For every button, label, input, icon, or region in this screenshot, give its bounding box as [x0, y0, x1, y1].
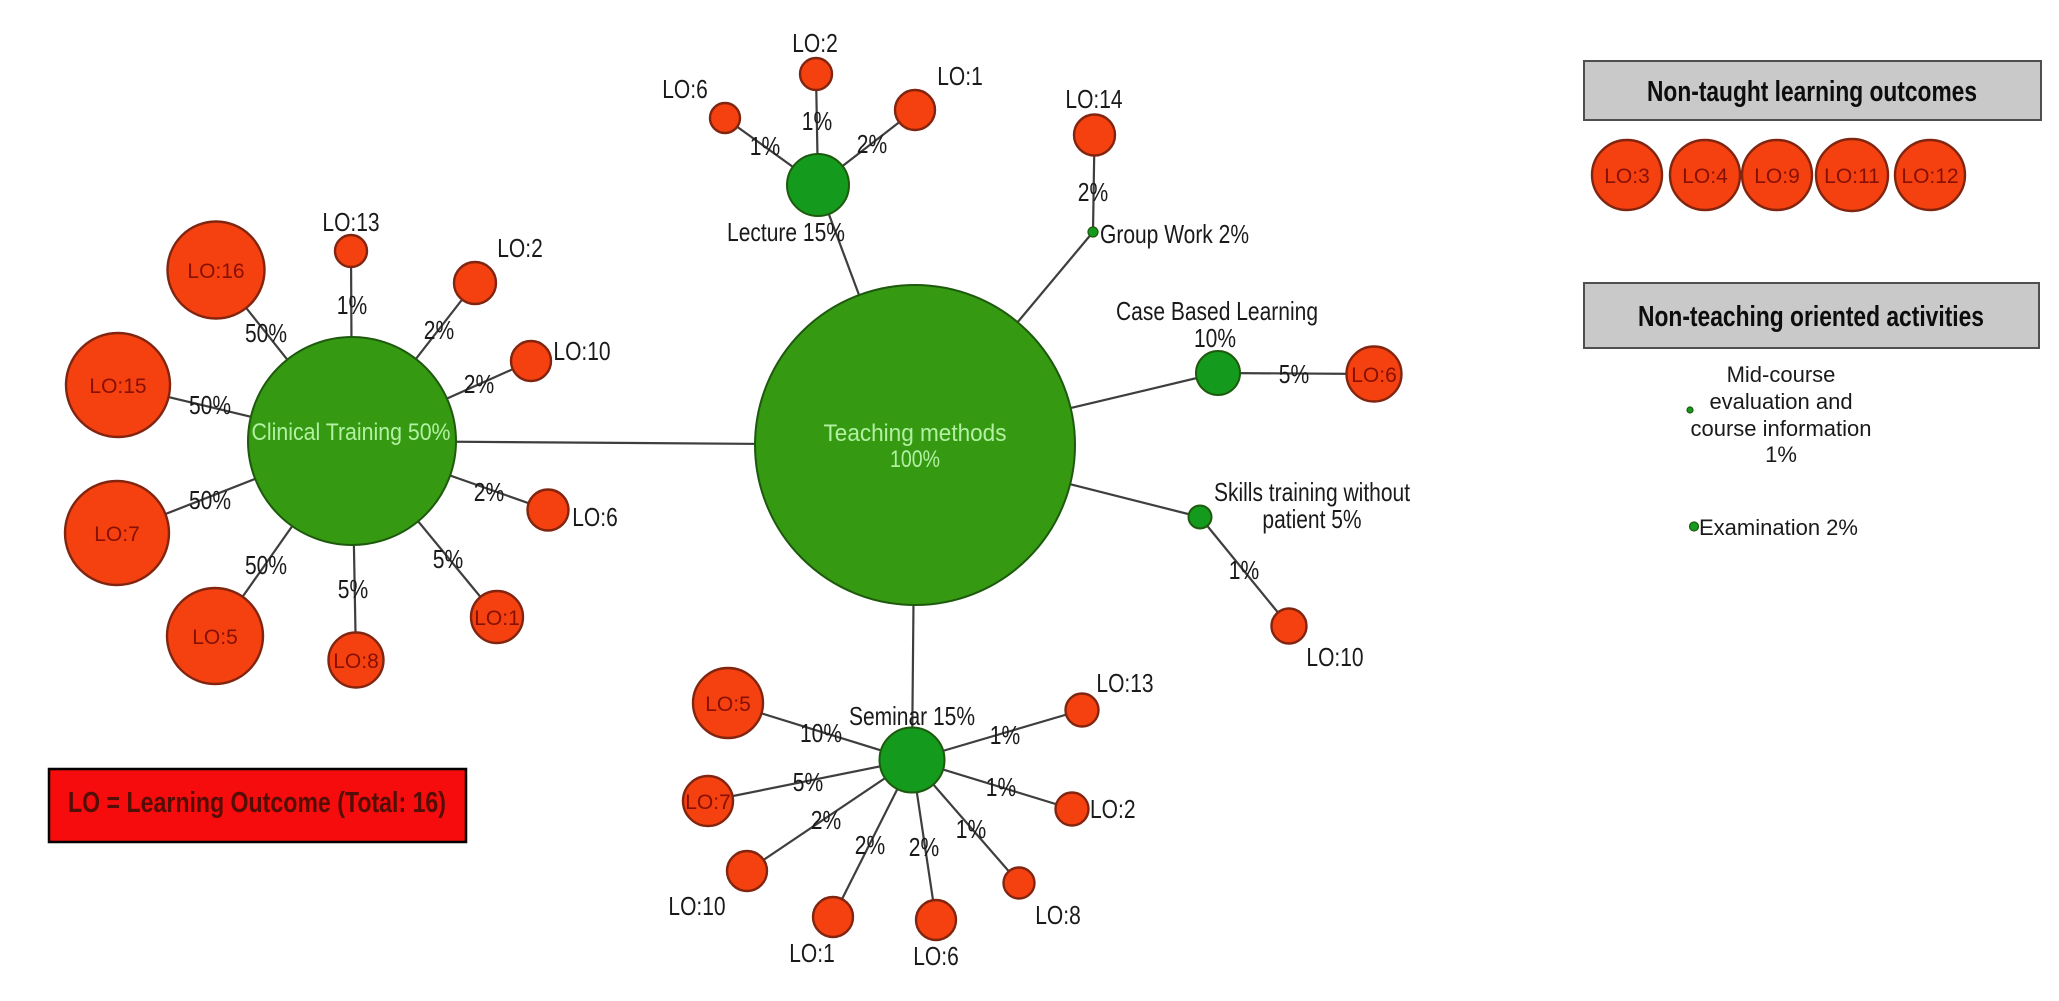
svg-text:1%: 1%	[956, 814, 986, 844]
svg-text:LO:11: LO:11	[1824, 165, 1880, 188]
svg-text:LO:14: LO:14	[1065, 84, 1122, 114]
svg-text:LO:6: LO:6	[1351, 364, 1397, 387]
svg-text:LO:10: LO:10	[553, 336, 610, 366]
svg-text:Seminar 15%: Seminar 15%	[849, 701, 975, 731]
svg-text:LO:12: LO:12	[1901, 165, 1958, 188]
svg-text:5%: 5%	[338, 574, 368, 604]
svg-text:10%: 10%	[1194, 323, 1236, 353]
svg-text:LO:3: LO:3	[1604, 165, 1650, 188]
svg-text:course information: course information	[1691, 416, 1872, 441]
svg-text:LO:1: LO:1	[474, 607, 520, 630]
svg-text:LO:13: LO:13	[322, 207, 379, 237]
svg-text:5%: 5%	[1279, 359, 1309, 389]
svg-text:Examination 2%: Examination 2%	[1699, 515, 1858, 540]
svg-text:LO:4: LO:4	[1682, 165, 1728, 188]
svg-text:LO:6: LO:6	[913, 941, 959, 971]
svg-text:5%: 5%	[433, 544, 463, 574]
svg-text:LO:2: LO:2	[497, 233, 543, 263]
svg-text:Clinical Training 50%: Clinical Training 50%	[252, 419, 451, 446]
svg-text:2%: 2%	[1078, 177, 1108, 207]
svg-text:Lecture 15%: Lecture 15%	[727, 217, 845, 247]
svg-text:2%: 2%	[424, 315, 454, 345]
svg-text:1%: 1%	[337, 290, 367, 320]
svg-text:10%: 10%	[800, 718, 842, 748]
svg-text:LO:9: LO:9	[1754, 165, 1800, 188]
svg-text:LO:7: LO:7	[94, 523, 140, 546]
svg-text:LO:10: LO:10	[668, 891, 725, 921]
svg-text:LO:13: LO:13	[1096, 668, 1153, 698]
svg-text:LO:8: LO:8	[1035, 900, 1081, 930]
svg-text:LO = Learning Outcome (Total:: LO = Learning Outcome (Total: 16)	[68, 787, 446, 819]
svg-text:1%: 1%	[750, 131, 780, 161]
svg-text:LO:1: LO:1	[789, 938, 835, 968]
svg-text:1%: 1%	[802, 106, 832, 136]
svg-text:1%: 1%	[1765, 442, 1797, 467]
svg-text:50%: 50%	[245, 318, 287, 348]
svg-text:50%: 50%	[245, 550, 287, 580]
svg-text:2%: 2%	[855, 830, 885, 860]
svg-text:2%: 2%	[857, 129, 887, 159]
svg-text:LO:6: LO:6	[662, 74, 708, 104]
svg-text:Mid-course: Mid-course	[1727, 362, 1836, 387]
svg-text:Skills training without: Skills training without	[1214, 477, 1411, 507]
svg-text:LO:16: LO:16	[187, 260, 244, 283]
svg-text:Teaching methods: Teaching methods	[824, 420, 1007, 447]
svg-text:LO:5: LO:5	[192, 626, 238, 649]
svg-text:LO:5: LO:5	[705, 693, 751, 716]
svg-text:100%: 100%	[890, 446, 940, 473]
svg-text:LO:2: LO:2	[1090, 794, 1136, 824]
svg-text:2%: 2%	[811, 805, 841, 835]
svg-text:Non-taught learning outcomes: Non-taught learning outcomes	[1647, 76, 1977, 108]
svg-text:1%: 1%	[986, 772, 1016, 802]
svg-text:2%: 2%	[464, 369, 494, 399]
svg-text:LO:1: LO:1	[937, 61, 983, 91]
svg-text:2%: 2%	[909, 832, 939, 862]
svg-text:LO:15: LO:15	[89, 375, 146, 398]
svg-text:Non-teaching oriented activiti: Non-teaching oriented activities	[1638, 301, 1984, 333]
svg-text:LO:10: LO:10	[1306, 642, 1363, 672]
svg-text:LO:8: LO:8	[333, 650, 379, 673]
svg-text:patient 5%: patient 5%	[1262, 504, 1361, 534]
svg-text:evaluation and: evaluation and	[1709, 389, 1852, 414]
svg-text:50%: 50%	[189, 485, 231, 515]
svg-text:Group Work 2%: Group Work 2%	[1100, 219, 1249, 249]
svg-text:5%: 5%	[793, 767, 823, 797]
svg-text:1%: 1%	[990, 720, 1020, 750]
svg-text:Case Based Learning: Case Based Learning	[1116, 296, 1318, 326]
svg-text:LO:6: LO:6	[572, 502, 618, 532]
svg-text:2%: 2%	[474, 477, 504, 507]
svg-text:LO:7: LO:7	[685, 791, 731, 814]
svg-text:LO:2: LO:2	[792, 28, 838, 58]
svg-text:1%: 1%	[1229, 555, 1259, 585]
svg-text:50%: 50%	[189, 390, 231, 420]
